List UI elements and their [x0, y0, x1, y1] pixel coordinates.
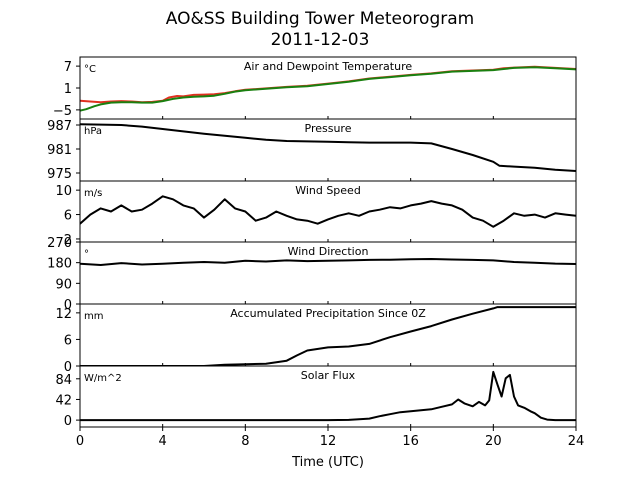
x-tick-label: 0 [76, 434, 84, 449]
y-tick-label: 1 [64, 82, 72, 97]
series-line-solar-flux-0 [80, 370, 576, 422]
x-tick-label: 4 [159, 434, 167, 449]
x-axis: 0 4 8 12 16 20 24 [76, 427, 584, 449]
chart-title: AO&SS Building Tower Meteorogram [166, 9, 474, 29]
y-tick-label: 270 [47, 236, 72, 251]
y-tick-label: −5 [53, 104, 72, 119]
y-tick-label: 42 [55, 393, 72, 408]
y-tick-label: 84 [55, 373, 72, 388]
panel-unit-label: °C [84, 64, 96, 75]
y-tick-label: 987 [47, 119, 72, 134]
y-tick-label: 6 [64, 209, 72, 224]
panel-solar-flux: 0 42 84 Solar Flux W/m^2 [55, 365, 577, 429]
panel-wind-direction: 0 90 180 270 Wind Direction ° [47, 236, 577, 313]
panel-precipitation: 0 6 12 Accumulated Precipitation Since 0Z mm [55, 303, 577, 375]
series-line-pressure-0 [80, 123, 576, 172]
series-line-precipitation-0 [80, 306, 576, 366]
x-tick-label: 12 [320, 434, 337, 449]
panel-title: Air and Dewpoint Temperature [244, 60, 412, 73]
x-tick-label: 16 [402, 434, 419, 449]
chart-subtitle: 2011-12-03 [271, 30, 370, 50]
x-tick-label: 8 [241, 434, 249, 449]
x-axis-label: Time (UTC) [291, 455, 364, 470]
panel-unit-label: m/s [84, 188, 102, 199]
y-tick-label: 10 [55, 184, 72, 199]
panel-pressure: 975 981 987 Pressure hPa [47, 118, 577, 182]
y-tick-label: 180 [47, 257, 72, 272]
panel-title: Solar Flux [301, 369, 356, 382]
panel-unit-label: hPa [84, 126, 102, 137]
y-tick-label: 975 [47, 167, 72, 182]
y-tick-label: 90 [55, 277, 72, 292]
series-line-temperature-1 [80, 66, 576, 112]
y-tick-label: 2 [64, 233, 72, 248]
panel-title: Wind Direction [288, 245, 369, 258]
x-tick-label: 24 [568, 434, 585, 449]
y-tick-label: 0 [64, 414, 72, 429]
panel-unit-label: mm [84, 311, 103, 322]
series-line-wind-speed-0 [80, 195, 576, 228]
x-tick-label: 20 [485, 434, 502, 449]
panel-temperature: −5 1 7 Air and Dewpoint Temperature °C [53, 56, 577, 120]
series-line-wind-direction-0 [80, 258, 576, 266]
panel-title: Pressure [305, 122, 352, 135]
panel-unit-label: ° [84, 249, 89, 260]
panel-wind-speed: 2 6 10 Wind Speed m/s [55, 180, 577, 248]
panel-unit-label: W/m^2 [84, 373, 122, 384]
panel-title: Accumulated Precipitation Since 0Z [230, 307, 426, 320]
y-tick-label: 0 [64, 360, 72, 375]
y-tick-label: 0 [64, 298, 72, 313]
y-tick-label: 12 [55, 307, 72, 322]
y-tick-label: 6 [64, 333, 72, 348]
panel-title: Wind Speed [295, 184, 361, 197]
y-tick-label: 7 [64, 60, 72, 75]
y-tick-label: 981 [47, 143, 72, 158]
panels-group: −5 1 7 Air and Dewpoint Temperature °C 975 981… [47, 56, 577, 429]
